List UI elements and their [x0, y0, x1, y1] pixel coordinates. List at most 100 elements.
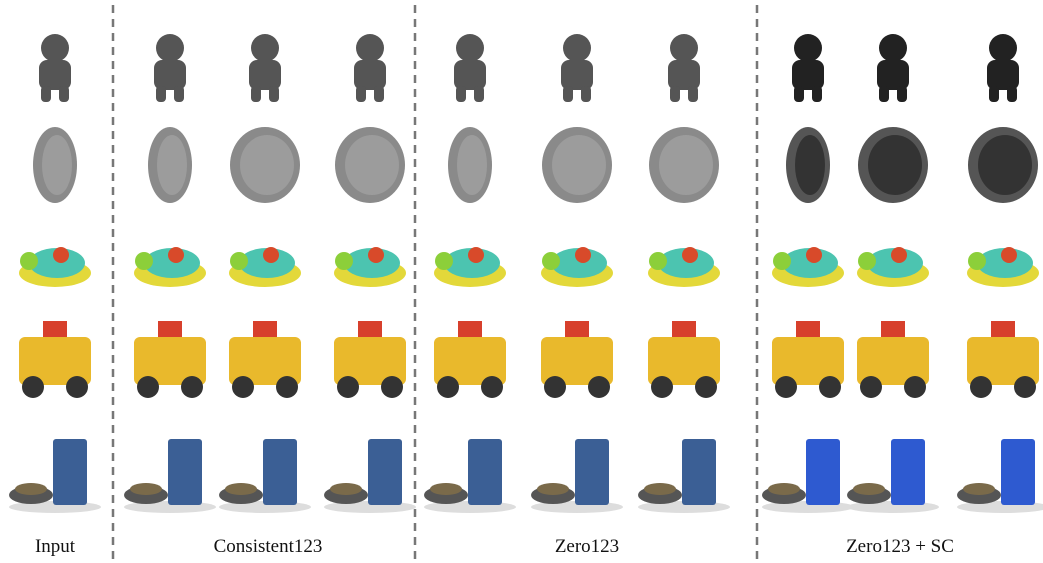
thumbnail-shape	[330, 483, 362, 495]
column-caption: Zero123	[555, 536, 619, 557]
thumbnail-shape	[537, 483, 569, 495]
thumbnail-shape	[156, 34, 184, 62]
thumbnail-shape	[354, 60, 386, 90]
thumbnail-shape	[659, 135, 713, 195]
thumbnail-shape	[968, 252, 986, 270]
thumbnail-shape	[356, 86, 366, 102]
thumbnail-shape	[542, 252, 560, 270]
thumbnail-shape	[130, 483, 162, 495]
thumbnail-shape	[860, 376, 882, 398]
thumbnail-shape	[695, 376, 717, 398]
thumbnail-shape	[251, 86, 261, 102]
thumbnail-shape	[868, 135, 922, 195]
thumbnail-shape	[174, 86, 184, 102]
thumbnail-shape	[435, 252, 453, 270]
thumbnail-shape	[345, 135, 399, 195]
thumbnail-shape	[649, 252, 667, 270]
thumbnail-shape	[430, 483, 462, 495]
thumbnail-shape	[230, 252, 248, 270]
thumbnail-shape	[670, 86, 680, 102]
thumbnail-shape	[263, 439, 297, 505]
thumbnail-shape	[468, 247, 484, 263]
thumbnail-shape	[867, 248, 923, 278]
thumbnail-shape	[668, 60, 700, 90]
thumbnail-shape	[575, 247, 591, 263]
thumbnail-shape	[43, 321, 67, 337]
thumbnail-grid	[9, 34, 1043, 513]
thumbnail-shape	[276, 376, 298, 398]
thumbnail-shape	[335, 252, 353, 270]
thumbnail-shape	[1007, 86, 1017, 102]
thumbnail-shape	[658, 248, 714, 278]
thumbnail-shape	[29, 248, 85, 278]
thumbnail-shape	[358, 321, 382, 337]
thumbnail-shape	[575, 439, 609, 505]
thumbnail-shape	[444, 248, 500, 278]
thumbnail-shape	[454, 60, 486, 90]
thumbnail-shape	[877, 60, 909, 90]
thumbnail-shape	[551, 248, 607, 278]
thumbnail-shape	[970, 376, 992, 398]
thumbnail-shape	[251, 34, 279, 62]
thumbnail-shape	[137, 376, 159, 398]
thumbnail-shape	[134, 337, 206, 385]
thumbnail-shape	[795, 135, 825, 195]
thumbnail-shape	[232, 376, 254, 398]
thumbnail-shape	[552, 135, 606, 195]
thumbnail-shape	[853, 483, 885, 495]
thumbnail-shape	[225, 483, 257, 495]
thumbnail-shape	[978, 135, 1032, 195]
thumbnail-shape	[1014, 376, 1036, 398]
thumbnail-shape	[157, 135, 187, 195]
thumbnail-shape	[963, 483, 995, 495]
thumbnail-shape	[474, 86, 484, 102]
thumbnail-shape	[434, 337, 506, 385]
thumbnail-shape	[819, 376, 841, 398]
thumbnail-shape	[53, 247, 69, 263]
thumbnail-shape	[344, 248, 400, 278]
thumbnail-shape	[670, 34, 698, 62]
thumbnail-shape	[19, 337, 91, 385]
thumbnail-shape	[775, 376, 797, 398]
thumbnail-shape	[158, 321, 182, 337]
thumbnail-shape	[782, 248, 838, 278]
thumbnail-shape	[66, 376, 88, 398]
thumbnail-shape	[806, 247, 822, 263]
thumbnail-shape	[806, 439, 840, 505]
thumbnail-shape	[381, 376, 403, 398]
thumbnail-shape	[891, 247, 907, 263]
thumbnail-shape	[457, 135, 487, 195]
thumbnail-shape	[181, 376, 203, 398]
thumbnail-shape	[768, 483, 800, 495]
thumbnail-shape	[561, 60, 593, 90]
thumbnail-shape	[989, 86, 999, 102]
thumbnail-shape	[374, 86, 384, 102]
thumbnail-shape	[269, 86, 279, 102]
thumbnail-shape	[253, 321, 277, 337]
thumbnail-shape	[456, 34, 484, 62]
thumbnail-shape	[648, 337, 720, 385]
thumbnail-shape	[563, 86, 573, 102]
thumbnail-shape	[581, 86, 591, 102]
thumbnail-shape	[644, 483, 676, 495]
thumbnail-shape	[42, 135, 72, 195]
thumbnail-shape	[897, 86, 907, 102]
thumbnail-shape	[239, 248, 295, 278]
thumbnail-shape	[456, 86, 466, 102]
thumbnail-shape	[59, 86, 69, 102]
thumbnail-shape	[977, 248, 1033, 278]
thumbnail-shape	[991, 321, 1015, 337]
thumbnail-shape	[240, 135, 294, 195]
thumbnail-shape	[458, 321, 482, 337]
thumbnail-shape	[858, 252, 876, 270]
thumbnail-shape	[1001, 439, 1035, 505]
thumbnail-shape	[481, 376, 503, 398]
thumbnail-shape	[672, 321, 696, 337]
thumbnail-shape	[437, 376, 459, 398]
thumbnail-shape	[1001, 247, 1017, 263]
thumbnail-shape	[53, 439, 87, 505]
thumbnail-shape	[891, 439, 925, 505]
thumbnail-shape	[792, 60, 824, 90]
thumbnail-shape	[682, 439, 716, 505]
